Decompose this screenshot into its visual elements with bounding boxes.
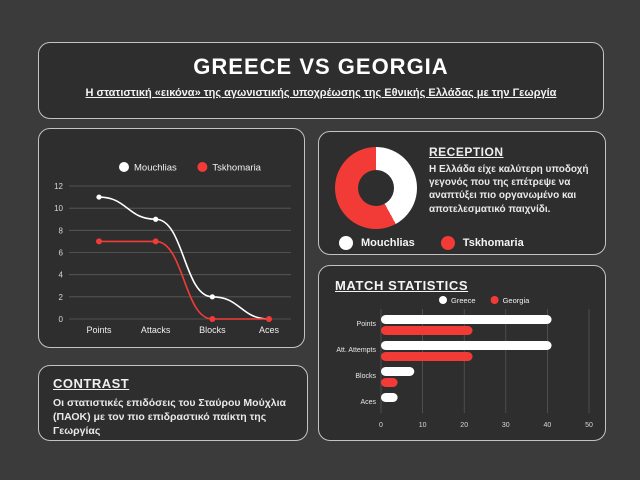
svg-text:20: 20 [460,422,468,429]
svg-text:Georgia: Georgia [503,296,531,305]
reception-donut-chart [335,147,417,229]
match-statistics-panel: MATCH STATISTICS Greece Georgia 0 10 20 30 40 5… [318,265,606,441]
svg-text:Greece: Greece [451,296,476,305]
legend-item-mouchlias: Mouchlias [339,236,415,250]
svg-text:30: 30 [502,422,510,429]
svg-text:40: 40 [544,422,552,429]
svg-text:4: 4 [59,271,64,280]
svg-text:Aces: Aces [360,399,376,406]
svg-text:Att. Attempts: Att. Attempts [336,347,376,354]
reception-legend: Mouchlias Tskhomaria [339,236,591,250]
svg-text:Points: Points [86,325,112,335]
svg-text:0: 0 [379,422,383,429]
tskhomaria-dot-icon [440,236,455,250]
svg-text:Aces: Aces [259,325,280,335]
contrast-body: Οι στατιστικές επιδόσεις του Σταύρου Μού… [53,397,286,438]
reception-body: Η Ελλάδα είχε καλύτερη υποδοχή γεγονός π… [429,164,589,215]
svg-text:10: 10 [419,422,427,429]
svg-text:0: 0 [59,315,64,324]
svg-text:6: 6 [59,249,64,258]
mouchlias-dot-icon [339,236,353,250]
reception-panel: RECEPTION Η Ελλάδα είχε καλύτερη υποδοχή… [318,131,606,255]
svg-text:Points: Points [357,321,377,328]
svg-text:Mouchlias: Mouchlias [134,163,177,174]
page-title: GREECE VS GEORGIA [193,54,449,79]
match-statistics-heading: MATCH STATISTICS [335,278,469,293]
svg-text:Tskhomaria: Tskhomaria [212,163,261,174]
contrast-heading: CONTRAST [53,376,130,391]
page-subtitle: Η στατιστική «εικόνα» της αγωνιστικής υπ… [85,87,557,99]
player-line-chart: Mouchlias Tskhomaria 0 2 4 6 8 10 12 Points Attack… [54,162,291,335]
reception-heading: RECEPTION [429,145,504,159]
legend-item-tskhomaria: Tskhomaria [440,236,524,250]
player-line-chart-panel: Mouchlias Tskhomaria 0 2 4 6 8 10 12 Points Attack… [38,128,305,348]
svg-text:Attacks: Attacks [141,325,171,335]
contrast-panel: CONTRAST Οι στατιστικές επιδόσεις του Στ… [38,365,308,441]
svg-text:8: 8 [59,226,64,235]
legend-label: Tskhomaria [462,237,524,249]
svg-text:Blocks: Blocks [355,373,376,380]
svg-text:2: 2 [59,293,64,302]
match-statistics-bar-chart: Greece Georgia 0 10 20 30 40 50 Points Att. Attem… [336,296,593,429]
svg-text:50: 50 [585,422,593,429]
svg-text:10: 10 [54,204,63,213]
svg-text:12: 12 [54,182,63,191]
svg-text:Blocks: Blocks [199,325,226,335]
donut-hole [358,170,394,206]
legend-label: Mouchlias [361,237,415,249]
header-panel: GREECE VS GEORGIA Η στατιστική «εικόνα» … [38,42,604,119]
